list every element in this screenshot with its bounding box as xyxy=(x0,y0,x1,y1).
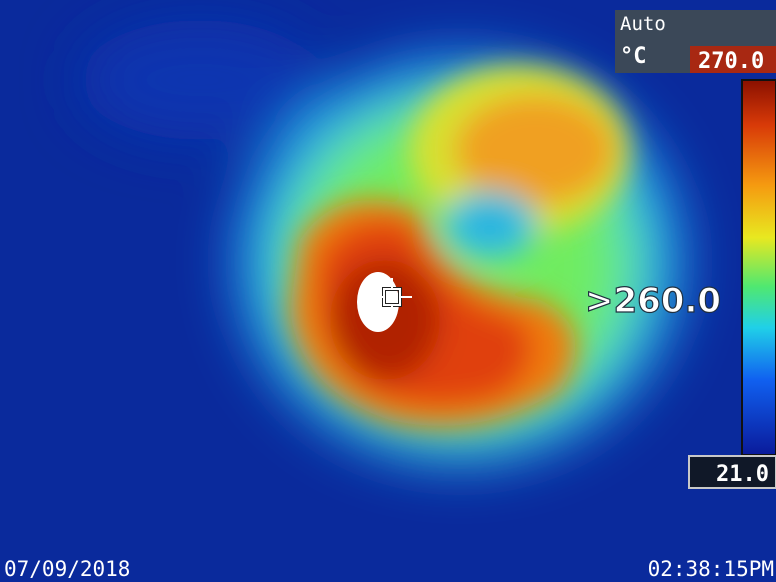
date: 07/09/2018 xyxy=(4,557,130,581)
spot-reading: >260.0 xyxy=(585,281,721,321)
mode-label: Auto xyxy=(620,13,666,35)
scale-max: 270.0 xyxy=(698,49,764,74)
thermal-screen: Auto °C 270.0 21.0 >260.0 07/09/2018 02:… xyxy=(0,0,776,582)
unit-label: °C xyxy=(620,44,647,69)
time: 02:38:15PM xyxy=(648,557,774,581)
color-scale xyxy=(742,80,776,455)
scale-min: 21.0 xyxy=(716,462,769,487)
